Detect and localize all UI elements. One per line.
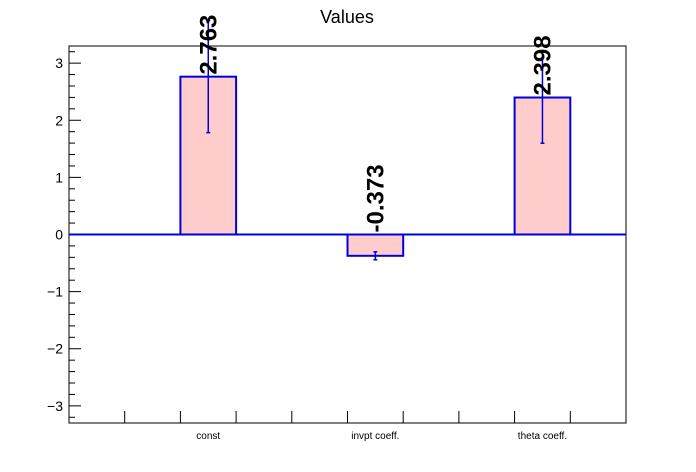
x-category-label: theta coeff. <box>518 431 567 442</box>
chart-title: Values <box>320 7 374 27</box>
x-category-label: invpt coeff. <box>351 431 399 442</box>
bar-2 <box>513 96 572 236</box>
y-tick-label: −2 <box>47 341 63 357</box>
x-category-label: const <box>196 431 220 442</box>
y-tick-label: 2 <box>55 112 63 128</box>
data-label-0: 2.763 <box>195 15 222 75</box>
data-label-2: 2.398 <box>529 35 556 95</box>
y-tick-label: 3 <box>55 55 63 71</box>
y-tick-label: 0 <box>55 227 63 243</box>
plot-area: −3 −2 −1 0 1 2 3 const 2.763 invpt coeff. -0.373 th… <box>47 15 627 442</box>
y-tick-label: −3 <box>47 398 63 414</box>
y-tick-label: −1 <box>47 284 63 300</box>
data-label-1: -0.373 <box>362 164 389 232</box>
y-tick-label: 1 <box>55 169 63 185</box>
